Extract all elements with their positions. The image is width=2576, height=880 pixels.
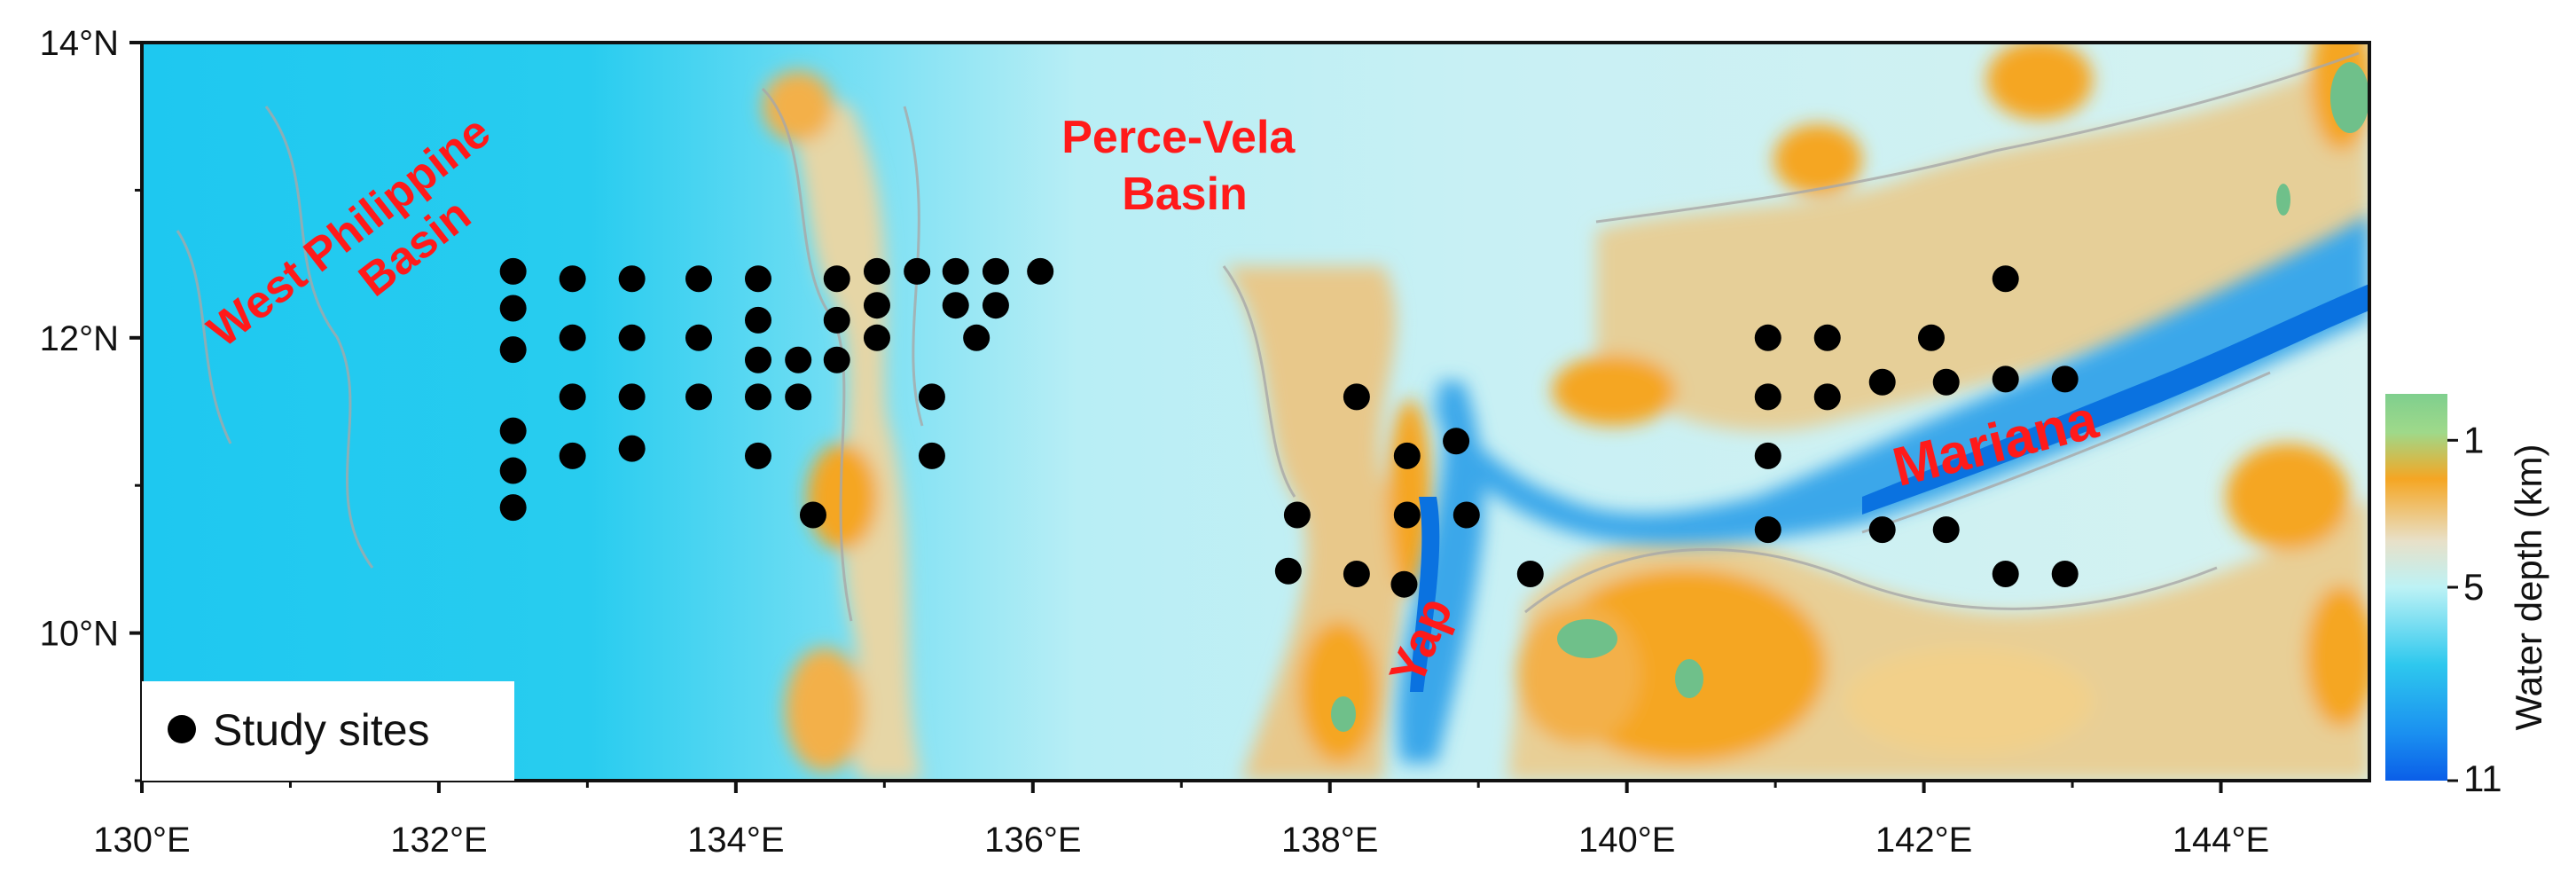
y-tick-label: 10°N <box>40 615 119 654</box>
study-site-marker <box>1393 501 1421 529</box>
study-site-marker <box>823 265 850 293</box>
study-site-marker <box>685 265 712 293</box>
map-frame <box>140 41 2371 782</box>
study-site-marker <box>1813 324 1841 351</box>
study-site-marker <box>963 324 990 351</box>
study-site-marker <box>744 442 771 469</box>
study-site-marker <box>559 442 586 469</box>
study-site-marker <box>918 442 945 469</box>
x-tick-label: 130°E <box>93 821 190 860</box>
study-site-marker <box>1343 561 1370 588</box>
study-site-marker <box>1992 561 2019 588</box>
study-site-marker <box>618 265 646 293</box>
study-site-marker <box>1452 501 1480 529</box>
study-site-marker <box>744 306 771 334</box>
x-tick-label: 136°E <box>984 821 1081 860</box>
study-site-marker <box>1516 561 1544 588</box>
study-site-marker <box>744 346 771 373</box>
study-site-marker <box>1283 501 1311 529</box>
study-site-marker <box>499 295 527 322</box>
study-site-marker <box>1274 557 1302 585</box>
study-site-marker <box>863 257 890 285</box>
study-site-marker <box>1932 368 1960 396</box>
study-site-marker <box>904 257 931 285</box>
x-tick-label: 140°E <box>1578 821 1675 860</box>
y-tick-label: 12°N <box>40 319 119 358</box>
study-site-marker <box>982 257 1009 285</box>
x-tick-label: 132°E <box>390 821 487 860</box>
study-site-marker <box>1754 516 1781 544</box>
study-site-marker <box>1754 442 1781 469</box>
x-tick-label: 144°E <box>2173 821 2269 860</box>
perce-vela-basin-label: Perce-Vela Basin <box>1061 112 1308 220</box>
study-site-marker <box>499 257 527 285</box>
study-site-marker <box>785 346 812 373</box>
study-site-marker <box>2051 561 2079 588</box>
study-site-marker <box>499 494 527 522</box>
study-site-marker <box>1343 383 1370 411</box>
study-site-marker <box>785 383 812 411</box>
study-site-marker <box>918 383 945 411</box>
study-site-marker <box>1390 570 1418 598</box>
legend-label: Study sites <box>213 705 430 755</box>
y-tick-label: 14°N <box>40 24 119 63</box>
study-site-marker <box>1027 257 1054 285</box>
study-site-marker <box>1917 324 1945 351</box>
colorbar-tick-label: 1 <box>2463 419 2484 460</box>
study-site-marker <box>982 292 1009 319</box>
study-site-marker <box>1813 383 1841 411</box>
colorbar-tick-label: 11 <box>2463 758 2502 799</box>
study-site-marker <box>1393 442 1421 469</box>
study-site-marker <box>744 383 771 411</box>
legend-marker <box>168 715 196 743</box>
study-site-marker <box>618 435 646 462</box>
study-site-marker <box>1443 428 1470 455</box>
y-axis: 14°N 12°N 10°N <box>40 24 142 782</box>
study-site-marker <box>618 324 646 351</box>
colorbar-gradient <box>2385 394 2447 781</box>
study-site-marker <box>685 324 712 351</box>
colorbar-title: Water depth (km) <box>2508 444 2549 731</box>
x-tick-label: 138°E <box>1281 821 1378 860</box>
study-site-marker <box>499 457 527 484</box>
study-site-marker <box>863 292 890 319</box>
x-tick-label: 142°E <box>1875 821 1972 860</box>
study-site-marker <box>744 265 771 293</box>
study-site-marker <box>559 324 586 351</box>
study-site-marker <box>1992 265 2019 293</box>
study-site-marker <box>942 292 969 319</box>
study-site-marker <box>1754 383 1781 411</box>
study-site-marker <box>1932 516 1960 544</box>
study-sites-layer <box>499 257 2079 598</box>
study-site-marker <box>499 336 527 364</box>
study-site-marker <box>499 417 527 444</box>
legend: Study sites <box>142 681 514 781</box>
bathymetry-shading <box>142 43 2369 781</box>
study-site-marker <box>1868 516 1896 544</box>
study-site-marker <box>2051 365 2079 393</box>
study-site-marker <box>618 383 646 411</box>
study-site-marker <box>559 383 586 411</box>
study-site-marker <box>1992 365 2019 393</box>
x-tick-label: 134°E <box>687 821 784 860</box>
study-site-marker <box>1754 324 1781 351</box>
study-site-marker <box>823 306 850 334</box>
study-site-marker <box>863 324 890 351</box>
study-site-marker <box>799 501 826 529</box>
study-site-marker <box>685 383 712 411</box>
x-axis: 130°E 132°E 134°E 136°E 138°E 140°E 142°E 144°E <box>93 781 2269 860</box>
colorbar-tick-label: 5 <box>2463 566 2484 608</box>
study-site-marker <box>559 265 586 293</box>
study-site-marker <box>942 257 969 285</box>
study-site-marker <box>1868 368 1896 396</box>
study-site-marker <box>823 346 850 373</box>
